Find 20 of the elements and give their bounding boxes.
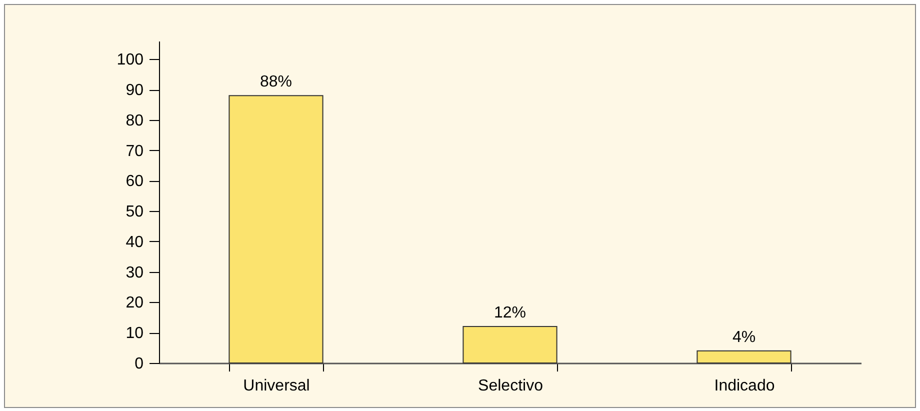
bar (696, 350, 792, 364)
data-label: 12% (494, 304, 526, 322)
y-tick-label: 40 (126, 234, 144, 251)
y-tick-label: 80 (126, 112, 144, 130)
y-tick-label: 100 (116, 52, 144, 69)
y-tick-label: 70 (126, 142, 144, 160)
y-tick-label: 10 (126, 325, 144, 342)
y-tick-label: 20 (126, 294, 144, 312)
bar (462, 326, 558, 364)
data-label: 4% (732, 328, 756, 346)
y-tick-label: 50 (126, 204, 144, 221)
y-tick-label: 90 (126, 82, 144, 100)
y-tick-label: 0 (134, 356, 144, 372)
y-tick-label: 60 (126, 173, 144, 190)
x-tick-label: Indicado (714, 378, 775, 394)
y-tick-label: 30 (126, 264, 144, 282)
data-label: 88% (260, 74, 292, 91)
x-tick-label: Selectivo (478, 378, 544, 394)
x-tick-label: Universal (243, 378, 310, 394)
bar (228, 95, 324, 364)
